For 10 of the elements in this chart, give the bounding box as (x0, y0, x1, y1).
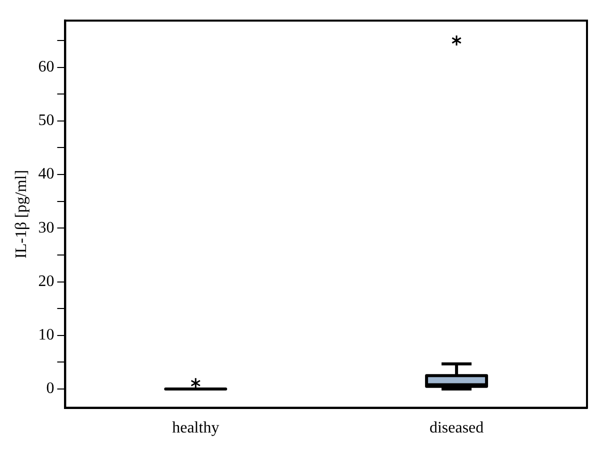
y-tick-label: 40 (38, 166, 54, 183)
x-tick-label: diseased (429, 420, 484, 437)
x-tick-label: healthy (172, 420, 220, 437)
y-tick-label: 20 (38, 272, 54, 290)
y-tick-label: 0 (46, 380, 54, 398)
y-tick-label: 30 (38, 219, 54, 236)
y-tick-label: 50 (38, 112, 54, 130)
y-tick-label: 10 (38, 326, 54, 344)
y-axis-title: IL-1β [pg/ml] (12, 170, 30, 258)
y-tick-label: 60 (38, 58, 54, 76)
